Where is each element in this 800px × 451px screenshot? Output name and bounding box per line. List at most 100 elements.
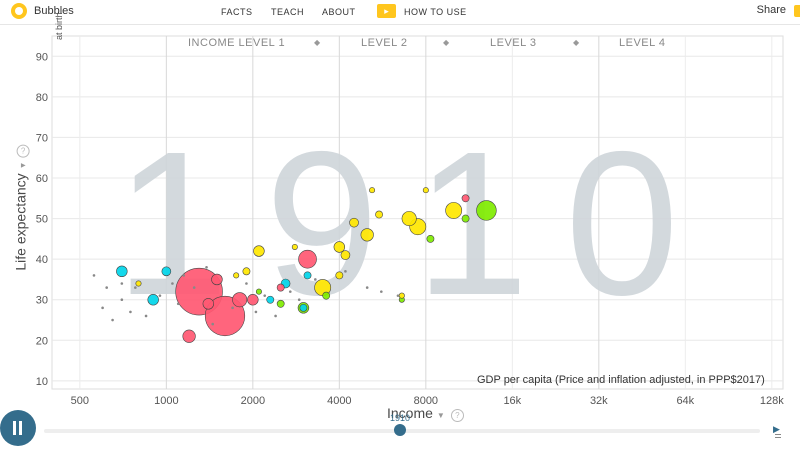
small-country-dot (111, 318, 114, 322)
app-name[interactable]: Bubbles (34, 5, 74, 17)
step-forward-icon[interactable]: ▶ (773, 424, 780, 434)
country-bubble (255, 288, 262, 295)
country-bubble (202, 298, 215, 310)
timeline-year-label: 1910 (390, 413, 411, 423)
y-tick-label: 90 (36, 51, 48, 63)
chart-svg: 90 80 70 60 50 40 30 20 10 500 1000 2000 4000 8000 16k… (36, 35, 784, 407)
caret-down-icon: ▼ (18, 161, 28, 170)
country-bubble (242, 267, 251, 276)
small-country-dot (120, 298, 124, 302)
menu-icon[interactable] (775, 434, 781, 435)
country-bubble (461, 214, 470, 223)
y-tick-label: 80 (36, 92, 48, 104)
country-bubble (322, 291, 331, 300)
country-bubble (232, 292, 248, 308)
x-tick-label: 2000 (241, 395, 265, 407)
country-bubble (116, 265, 128, 278)
small-country-dot (365, 286, 369, 289)
country-bubble (161, 266, 172, 277)
country-bubble (291, 243, 298, 250)
country-bubble (253, 245, 265, 257)
small-country-dot (314, 278, 317, 281)
y-tick-label: 10 (36, 376, 48, 388)
x-tick-label: 1000 (154, 395, 178, 407)
y-axis-label: Life expectancy (12, 173, 29, 271)
country-bubble (211, 273, 223, 286)
country-bubble (266, 295, 275, 304)
small-country-dot (144, 314, 148, 318)
country-bubble (349, 217, 359, 228)
country-bubble (147, 294, 159, 306)
y-tick-label: 40 (36, 254, 48, 266)
nav-facts[interactable]: FACTS (221, 7, 253, 17)
level-2-label: LEVEL 2 (361, 37, 408, 49)
small-country-dot (245, 282, 248, 285)
small-country-dot (211, 322, 215, 326)
nav-about[interactable]: ABOUT (322, 7, 356, 17)
small-country-dot (101, 306, 104, 310)
y-axis-selector[interactable]: Life expectancy ▼? (12, 144, 30, 271)
small-country-dot (344, 270, 347, 273)
small-country-dot (171, 282, 174, 285)
country-bubble (335, 271, 344, 280)
country-bubble (182, 329, 196, 343)
small-country-dot (182, 274, 186, 277)
y-axis-sublabel: at birth (54, 12, 64, 40)
small-country-dot (120, 282, 124, 285)
country-bubble (276, 283, 285, 292)
y-tick-label: 60 (36, 173, 48, 185)
diamond-icon: ◆ (314, 38, 321, 47)
share-button[interactable]: Share (757, 4, 786, 16)
x-tick-label: 500 (71, 395, 89, 407)
country-bubble (398, 292, 405, 299)
country-bubble (360, 228, 374, 242)
plot-frame (51, 35, 784, 390)
country-bubble (476, 200, 497, 221)
country-bubble (204, 295, 246, 337)
small-country-dot (288, 290, 292, 293)
x-axis-caption: GDP per capita (Price and inflation adju… (477, 374, 765, 386)
y-tick-label: 50 (36, 214, 48, 226)
share-icon[interactable] (794, 5, 800, 17)
level-3-label: LEVEL 3 (490, 37, 537, 49)
country-bubble (333, 241, 346, 253)
nav-how-to-use[interactable]: HOW TO USE (404, 7, 467, 17)
country-bubble (247, 294, 259, 306)
help-icon[interactable]: ? (16, 144, 30, 158)
y-tick-label: 20 (36, 335, 48, 347)
country-bubble (445, 202, 463, 219)
x-tick-label: 32k (590, 395, 608, 407)
country-bubble (276, 299, 285, 308)
country-bubble (369, 187, 376, 194)
diamond-icon: ◆ (443, 38, 450, 47)
small-country-dot (274, 314, 277, 318)
x-tick-label: 64k (676, 395, 694, 407)
y-tick-label: 30 (36, 295, 48, 307)
level-1-label: INCOME LEVEL 1 (188, 37, 286, 49)
share-label: Share (756, 4, 786, 16)
y-tick-label: 70 (36, 132, 48, 144)
small-country-dot (254, 310, 258, 314)
pause-button[interactable] (0, 410, 36, 446)
small-country-dot (92, 274, 96, 277)
diamond-icon: ◆ (573, 38, 580, 47)
small-country-dot (105, 286, 108, 289)
help-icon[interactable]: ? (450, 409, 464, 422)
country-bubble (461, 194, 470, 203)
x-tick-label: 4000 (327, 395, 351, 407)
bubble-chart: 90 80 70 60 50 40 30 20 10 500 1000 2000 4000 8000 16k… (0, 12, 800, 451)
country-bubble (340, 250, 351, 260)
gapminder-logo-icon[interactable] (11, 3, 27, 19)
level-4-label: LEVEL 4 (619, 37, 666, 49)
play-video-icon[interactable]: ▸ (377, 4, 396, 18)
small-country-dot (231, 306, 234, 310)
small-country-dot (263, 294, 267, 297)
x-axis-selector[interactable]: Income ▼? (387, 405, 464, 422)
small-country-dot (176, 302, 180, 306)
country-bubble (303, 271, 312, 280)
country-bubble (375, 210, 383, 219)
nav-teach[interactable]: TEACH (271, 7, 305, 17)
caret-down-icon: ▼ (436, 411, 445, 420)
country-bubble (422, 187, 429, 194)
timeline-slider-thumb[interactable] (394, 424, 406, 436)
